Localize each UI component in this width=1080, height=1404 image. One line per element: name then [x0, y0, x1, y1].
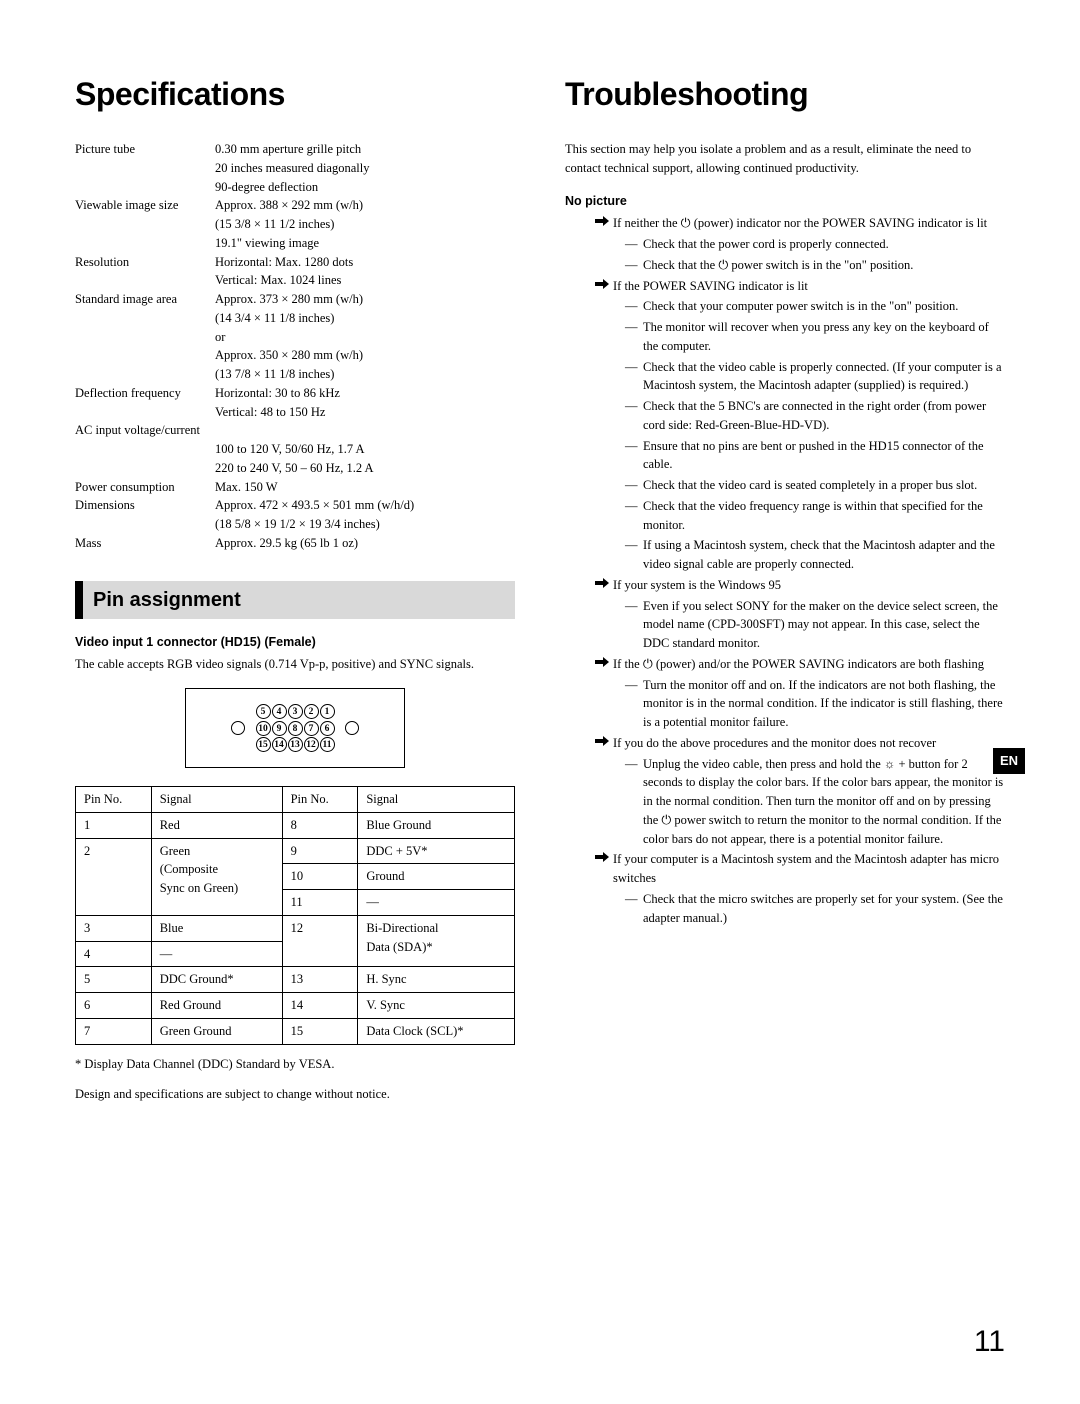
- trouble-subitem: —Check that the video frequency range is…: [565, 497, 1005, 535]
- trouble-item: If the ⏻ (power) and/or the POWER SAVING…: [565, 655, 1005, 674]
- trouble-subitem: —Check that the micro switches are prope…: [565, 890, 1005, 928]
- trouble-item: If your computer is a Macintosh system a…: [565, 850, 1005, 888]
- trouble-item: If neither the ⏻ (power) indicator nor t…: [565, 214, 1005, 233]
- language-tag: EN: [993, 748, 1025, 774]
- video-connector-desc: The cable accepts RGB video signals (0.7…: [75, 655, 515, 674]
- trouble-subitem: —Check that the 5 BNC's are connected in…: [565, 397, 1005, 435]
- trouble-subitem: —Check that the power cord is properly c…: [565, 235, 1005, 254]
- trouble-item: If your system is the Windows 95: [565, 576, 1005, 595]
- troubleshooting-title: Troubleshooting: [565, 70, 1005, 118]
- troubleshooting-column: Troubleshooting This section may help yo…: [565, 70, 1005, 1104]
- pin-table: Pin No.SignalPin No.Signal1Red8Blue Grou…: [75, 786, 515, 1045]
- ddc-footnote: * Display Data Channel (DDC) Standard by…: [75, 1055, 515, 1074]
- connector-diagram: 543211098761514131211: [185, 688, 405, 768]
- trouble-subitem: —If using a Macintosh system, check that…: [565, 536, 1005, 574]
- troubleshooting-intro: This section may help you isolate a prob…: [565, 140, 1005, 178]
- change-notice: Design and specifications are subject to…: [75, 1085, 515, 1104]
- arrow-icon: [595, 655, 613, 674]
- trouble-subitem: —Check that your computer power switch i…: [565, 297, 1005, 316]
- page-number: 11: [974, 1319, 1005, 1364]
- no-picture-heading: No picture: [565, 192, 1005, 211]
- specifications-column: Specifications Picture tube0.30 mm apert…: [75, 70, 515, 1104]
- arrow-icon: [595, 277, 613, 296]
- pin-numbers: 543211098761514131211: [255, 703, 335, 753]
- specifications-title: Specifications: [75, 70, 515, 118]
- trouble-subitem: —Ensure that no pins are bent or pushed …: [565, 437, 1005, 475]
- trouble-subitem: —Even if you select SONY for the maker o…: [565, 597, 1005, 653]
- arrow-icon: [595, 576, 613, 595]
- trouble-subitem: —The monitor will recover when you press…: [565, 318, 1005, 356]
- connector-hole-left: [231, 721, 245, 735]
- video-connector-subhead: Video input 1 connector (HD15) (Female): [75, 633, 515, 652]
- arrow-icon: [595, 734, 613, 753]
- arrow-icon: [595, 850, 613, 888]
- connector-hole-right: [345, 721, 359, 735]
- pin-assignment-heading: Pin assignment: [75, 581, 515, 619]
- trouble-item: If you do the above procedures and the m…: [565, 734, 1005, 753]
- trouble-subitem: —Check that the ⏻ power switch is in the…: [565, 256, 1005, 275]
- troubleshooting-list: If neither the ⏻ (power) indicator nor t…: [565, 214, 1005, 927]
- spec-list: Picture tube0.30 mm aperture grille pitc…: [75, 140, 515, 553]
- trouble-subitem: —Check that the video card is seated com…: [565, 476, 1005, 495]
- arrow-icon: [595, 214, 613, 233]
- trouble-subitem: —Unplug the video cable, then press and …: [565, 755, 1005, 849]
- trouble-subitem: —Turn the monitor off and on. If the ind…: [565, 676, 1005, 732]
- trouble-subitem: —Check that the video cable is properly …: [565, 358, 1005, 396]
- trouble-item: If the POWER SAVING indicator is lit: [565, 277, 1005, 296]
